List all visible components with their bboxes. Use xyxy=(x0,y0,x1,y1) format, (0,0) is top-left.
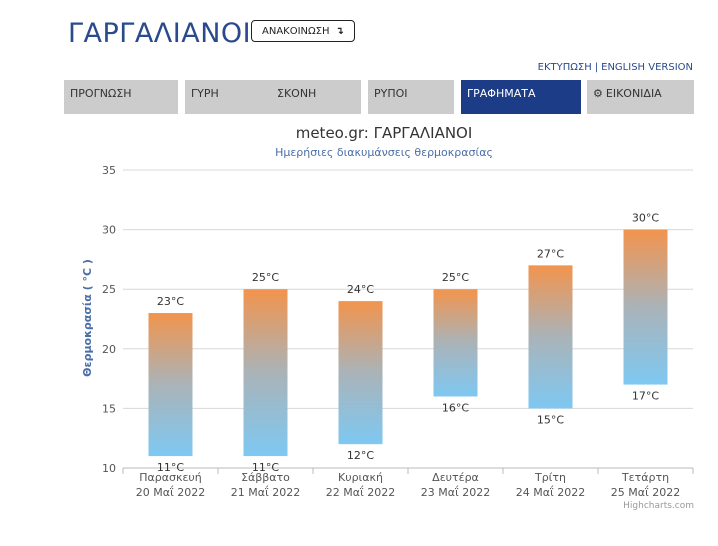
x-tick-day-label: Παρασκευή xyxy=(139,471,202,484)
x-tick-day-label: Σάββατο xyxy=(241,471,290,484)
tab-pollutants[interactable]: ΡΥΠΟΙ xyxy=(368,80,454,114)
low-temp-label: 17°C xyxy=(632,390,659,403)
y-tick-label: 35 xyxy=(102,164,116,177)
y-axis-ticks: 10 15 20 25 30 35 xyxy=(102,164,116,475)
tab-charts[interactable]: ΓΡΑΦΗΜΑΤΑ xyxy=(461,80,581,114)
high-temp-label: 30°C xyxy=(632,212,659,225)
gear-icon: ⚙ xyxy=(593,87,603,100)
x-tick-date-label: 24 Μαΐ 2022 xyxy=(516,485,585,499)
tab-label: ΡΥΠΟΙ xyxy=(374,87,408,100)
y-tick-label: 15 xyxy=(102,402,116,415)
x-tick-date-label: 20 Μαΐ 2022 xyxy=(136,485,205,499)
data-labels: 23°C 11°C 25°C 11°C 24°C 12°C 25°C 16°C 27°C 15°C… xyxy=(157,212,659,474)
x-tick-day-label: Κυριακή xyxy=(338,471,383,484)
low-temp-label: 15°C xyxy=(537,413,564,426)
high-temp-label: 27°C xyxy=(537,247,564,260)
x-tick-date-label: 25 Μαΐ 2022 xyxy=(611,485,680,499)
tab-dust[interactable]: ΣΚΟΝΗ xyxy=(271,80,361,114)
highcharts-credit-link[interactable]: Highcharts.com xyxy=(623,501,694,511)
return-arrow-icon: ↴ xyxy=(335,26,344,37)
link-separator: | xyxy=(594,62,599,73)
tab-icons[interactable]: ⚙ ΕΙΚΟΝΙΔΙΑ xyxy=(587,80,694,114)
tab-label: ΓΥΡΗ xyxy=(191,87,219,100)
y-tick-label: 10 xyxy=(102,462,116,475)
high-temp-label: 23°C xyxy=(157,295,184,308)
top-links: ΕΚΤΥΠΩΣΗ | ENGLISH VERSION xyxy=(538,62,693,73)
range-bar xyxy=(338,301,383,445)
high-temp-label: 25°C xyxy=(252,271,279,284)
chart-subtitle: Ημερήσιες διακυμάνσεις θερμοκρασίας xyxy=(275,146,493,159)
x-tick-date-label: 21 Μαΐ 2022 xyxy=(231,485,300,499)
high-temp-label: 25°C xyxy=(442,271,469,284)
announce-button[interactable]: ΑΝΑΚΟΙΝΩΣΗ ↴ xyxy=(251,20,355,42)
high-temp-label: 24°C xyxy=(347,283,374,296)
x-tick-day-label: Τρίτη xyxy=(534,471,566,484)
chart-title: meteo.gr: ΓΑΡΓΑΛΙΑΝΟΙ xyxy=(296,124,473,142)
low-temp-label: 12°C xyxy=(347,449,374,462)
tab-label: ΕΙΚΟΝΙΔΙΑ xyxy=(605,87,662,100)
range-bar xyxy=(148,313,193,457)
tab-pollen[interactable]: ΓΥΡΗ xyxy=(185,80,277,114)
x-tick-date-label: 23 Μαΐ 2022 xyxy=(421,485,490,499)
y-tick-label: 20 xyxy=(102,343,116,356)
page-title: ΓΑΡΓΑΛΙΑΝΟΙ xyxy=(68,18,252,49)
grid-lines xyxy=(123,169,693,469)
y-tick-label: 25 xyxy=(102,283,116,296)
low-temp-label: 11°C xyxy=(252,461,279,474)
temperature-range-chart: meteo.gr: ΓΑΡΓΑΛΙΑΝΟΙ Ημερήσιες διακυμάν… xyxy=(81,124,694,499)
x-tick-day-label: Τετάρτη xyxy=(621,471,669,484)
range-bars xyxy=(148,229,668,457)
tab-label: ΓΡΑΦΗΜΑΤΑ xyxy=(467,87,536,100)
low-temp-label: 16°C xyxy=(442,401,469,414)
x-tick-date-label: 22 Μαΐ 2022 xyxy=(326,485,395,499)
range-bar xyxy=(623,229,668,385)
x-tick-day-label: Δευτέρα xyxy=(432,471,479,484)
range-bar xyxy=(243,289,288,457)
tab-label: ΣΚΟΝΗ xyxy=(277,87,317,100)
print-link[interactable]: ΕΚΤΥΠΩΣΗ xyxy=(537,62,592,73)
tab-bar: ΠΡΟΓΝΩΣΗ ΓΥΡΗ ΣΚΟΝΗ ΡΥΠΟΙ ΓΡΑΦΗΜΑΤΑ ⚙ ΕΙΚ… xyxy=(64,80,694,114)
low-temp-label: 11°C xyxy=(157,461,184,474)
y-tick-label: 30 xyxy=(102,224,116,237)
english-version-link[interactable]: ENGLISH VERSION xyxy=(601,62,693,73)
range-bar xyxy=(528,265,573,409)
tab-forecast[interactable]: ΠΡΟΓΝΩΣΗ xyxy=(64,80,178,114)
y-axis-label: Θερμοκρασία ( °C ) xyxy=(81,259,94,377)
range-bar xyxy=(433,289,478,397)
tab-label: ΠΡΟΓΝΩΣΗ xyxy=(70,87,132,100)
announce-label: ΑΝΑΚΟΙΝΩΣΗ xyxy=(262,26,330,37)
